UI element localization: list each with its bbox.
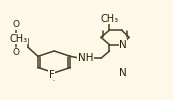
Text: CH₃: CH₃	[100, 14, 119, 24]
Text: O: O	[12, 48, 19, 57]
Text: N: N	[119, 40, 127, 50]
Text: S: S	[13, 34, 19, 44]
Text: NH: NH	[78, 53, 93, 63]
Text: F: F	[49, 70, 54, 80]
Text: O: O	[12, 20, 19, 29]
Text: CH₃: CH₃	[10, 34, 28, 44]
Text: N: N	[119, 68, 127, 78]
